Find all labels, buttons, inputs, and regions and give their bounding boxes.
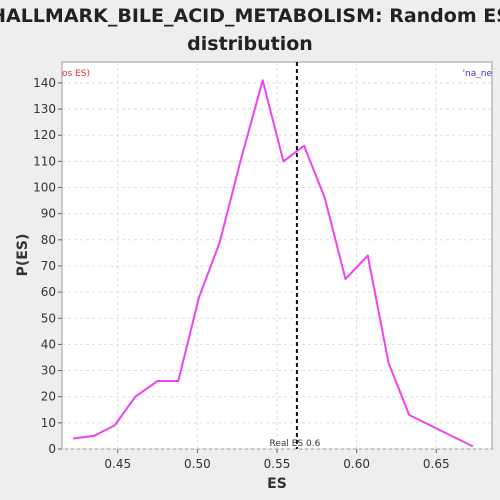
y-tick-label: 80 [41,233,56,247]
y-tick-label: 30 [41,364,56,378]
corner-right-annotation: 'na_ne [463,69,493,79]
real-es-layer: Real ES 0.6 [269,62,321,449]
y-tick-label: 60 [41,285,56,299]
y-tick-label: 0 [48,442,56,456]
chart-title-line-1: HALLMARK_BILE_ACID_METABOLISM: Random ES [0,5,500,27]
y-axis-label: P(ES) [15,234,31,277]
y-tick-label: 140 [33,76,56,90]
corner-left-annotation: os ES) [62,69,90,79]
y-tick-label: 130 [33,102,56,116]
y-tick-label: 10 [41,416,56,430]
x-tick-label: 0.60 [343,457,370,471]
y-tick-label: 120 [33,128,56,142]
series-layer [72,79,474,448]
y-tick-label: 40 [41,337,56,351]
x-tick-label: 0.55 [264,457,291,471]
grid-lines [62,62,492,450]
y-tick-label: 110 [33,154,56,168]
real-es-label: Real ES 0.6 [269,439,320,449]
x-tick-label: 0.50 [184,457,211,471]
x-tick-label: 0.45 [104,457,131,471]
y-tick-label: 50 [41,311,56,325]
x-axis-ticks: 0.45 0.50 0.55 0.60 0.65 [104,449,450,471]
series-line [72,79,474,448]
y-tick-label: 20 [41,390,56,404]
x-tick-label: 0.65 [423,457,450,471]
y-tick-label: 70 [41,259,56,273]
y-tick-label: 100 [33,181,56,195]
y-tick-label: 90 [41,207,56,221]
x-axis-label: ES [267,476,287,492]
y-axis-ticks: 0 10 20 30 40 50 60 70 80 90 100 110 120 130 140 [33,76,62,456]
chart-title-line-2: distribution [187,33,313,55]
